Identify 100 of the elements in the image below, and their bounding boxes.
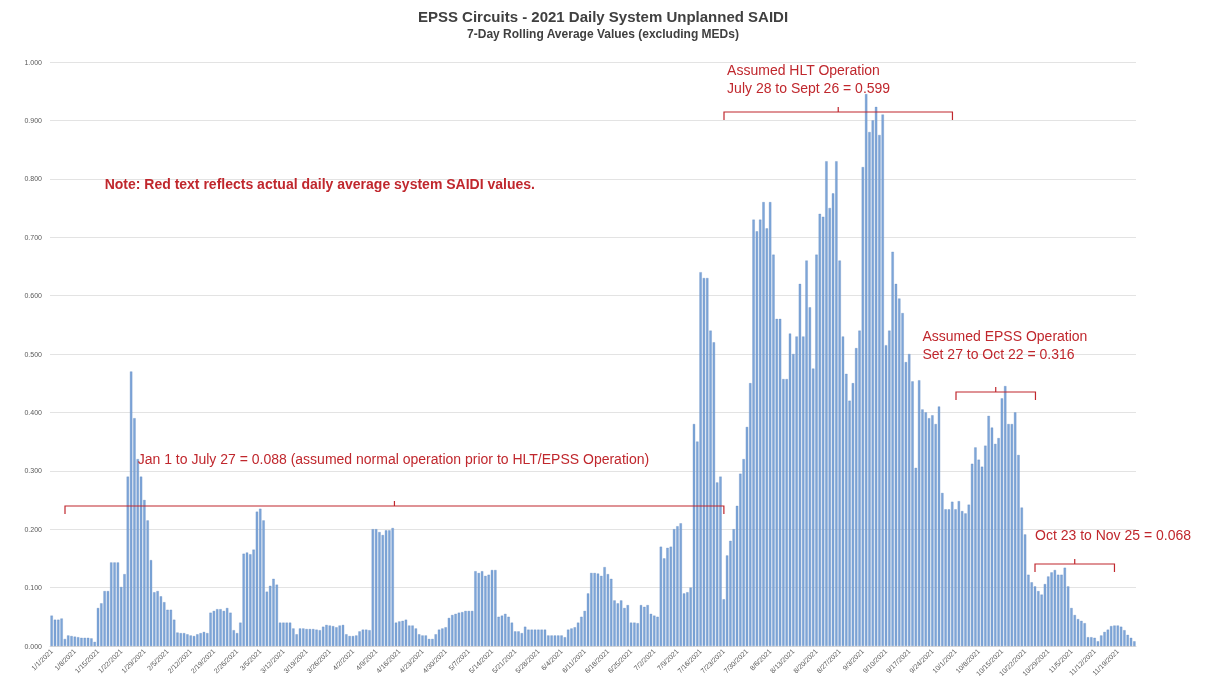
bar: [129, 371, 133, 646]
bar: [626, 605, 629, 646]
bar: [974, 447, 977, 646]
bar: [778, 318, 782, 646]
bar: [272, 578, 275, 646]
bar: [361, 629, 365, 646]
bar: [447, 617, 451, 646]
bar: [1106, 629, 1110, 646]
annotation: Assumed HLT Operation July 28 to Sept 26 = 0.599: [727, 61, 891, 98]
bar: [1050, 572, 1053, 646]
bar: [255, 511, 259, 646]
bar: [530, 629, 533, 646]
bar: [805, 260, 808, 646]
bar: [216, 609, 219, 646]
bar: [1013, 412, 1017, 646]
bar: [659, 546, 663, 646]
bar: [480, 571, 484, 646]
bar: [331, 626, 335, 646]
bar: [209, 612, 212, 646]
bar: [610, 578, 613, 646]
bar: [1126, 634, 1129, 646]
bar: [1090, 637, 1093, 646]
chart-subtitle: 7-Day Rolling Average Values (excluding MEDs): [467, 27, 739, 41]
bar: [116, 562, 120, 646]
bar: [699, 272, 702, 646]
bar: [424, 635, 427, 646]
bar: [308, 629, 312, 646]
bar: [951, 501, 954, 646]
bar: [202, 631, 206, 646]
bar: [457, 612, 461, 646]
bar: [259, 508, 262, 646]
bar: [616, 603, 619, 646]
bar: [384, 530, 388, 646]
annotation: Oct 23 to Nov 25 = 0.068: [1035, 525, 1192, 544]
bar: [1116, 625, 1119, 646]
bar: [302, 628, 305, 646]
bar: [427, 638, 431, 646]
bar: [1033, 586, 1037, 646]
bar: [798, 283, 802, 646]
bar: [245, 552, 249, 646]
bar: [865, 94, 868, 646]
bar: [603, 567, 606, 646]
bar: [477, 573, 480, 646]
bar: [451, 615, 454, 646]
bar: [222, 610, 225, 646]
bar: [639, 605, 643, 646]
bar: [312, 629, 315, 646]
bar: [490, 570, 494, 646]
bar: [1133, 641, 1136, 646]
bar: [57, 619, 60, 646]
bar: [924, 412, 927, 646]
bar: [692, 424, 696, 646]
bar: [987, 415, 990, 646]
bar: [1119, 626, 1123, 646]
bar: [103, 591, 106, 646]
bar: [533, 629, 537, 646]
bar: [212, 610, 216, 646]
bar: [768, 202, 772, 646]
bar: [288, 622, 292, 646]
bar: [73, 636, 76, 646]
bar: [179, 633, 182, 646]
bar: [1057, 574, 1060, 646]
bar: [752, 219, 755, 646]
bar: [50, 615, 53, 646]
bar: [567, 629, 570, 646]
bar: [719, 476, 722, 646]
bar: [908, 354, 911, 646]
bar: [679, 523, 682, 646]
bar: [53, 619, 57, 646]
bar: [404, 619, 408, 646]
bar: [431, 638, 434, 646]
bar: [298, 628, 302, 646]
bar: [762, 202, 765, 646]
bar: [957, 501, 961, 646]
bar: [881, 114, 884, 646]
bar: [788, 333, 792, 646]
bar: [1004, 386, 1007, 646]
bar: [818, 213, 821, 646]
bar: [371, 529, 374, 646]
bar: [318, 630, 321, 646]
bar: [1110, 626, 1113, 646]
bar: [461, 612, 464, 646]
bar: [67, 635, 70, 646]
bar: [487, 574, 490, 646]
bar: [365, 629, 368, 646]
annotation: Assumed EPSS Operation Set 27 to Oct 22 = 0.316: [922, 326, 1088, 363]
bar: [169, 609, 173, 646]
bar: [242, 553, 245, 646]
bar: [110, 562, 113, 646]
bar: [341, 624, 345, 646]
annotation: Note: Red text reflects actual daily average system SAIDI values.: [104, 175, 535, 194]
bar: [543, 629, 547, 646]
bar: [825, 161, 828, 646]
bar: [500, 615, 504, 646]
bar: [494, 570, 497, 646]
bar: [355, 635, 358, 646]
bar: [596, 573, 600, 646]
bar: [285, 622, 288, 646]
bar: [358, 631, 361, 646]
bar: [437, 629, 441, 646]
